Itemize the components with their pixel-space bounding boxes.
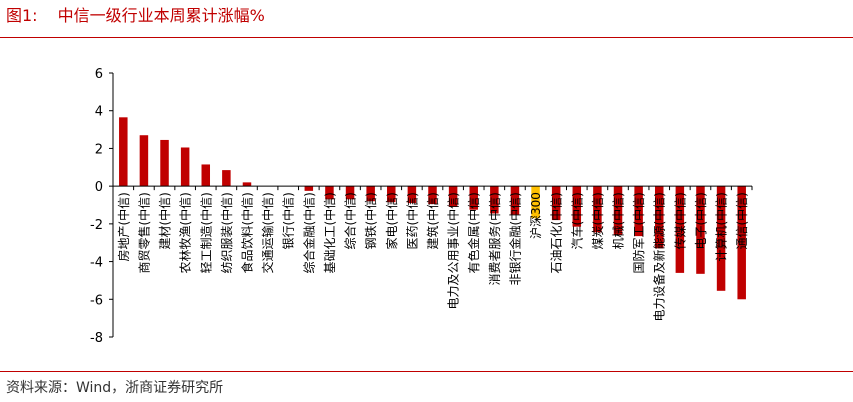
x-category-label: 综合(中信) [343,192,358,249]
bar [325,186,334,200]
x-category-label: 国防军工(中信) [631,192,646,273]
bar [345,186,355,200]
y-tick-label: -4 [90,256,103,271]
x-category-label: 家电(中信) [384,192,399,249]
x-category-label: 综合金融(中信) [301,192,316,273]
x-category-label: 银行(中信) [281,192,296,249]
x-category-label: 房地产(中信) [116,192,131,261]
bar [737,186,746,300]
title-divider [0,37,853,38]
x-category-label: 轻工制造(中信) [198,192,213,273]
x-category-label: 电子(中信) [693,192,708,249]
x-category-label: 基础化工(中信) [322,192,337,273]
y-tick-label: -6 [90,293,103,308]
bar [551,186,561,221]
x-category-label: 消费者服务(中信) [487,192,502,285]
y-tick-label: 0 [95,180,103,195]
x-category-label: 沪深300 [529,192,543,239]
bar [675,186,685,273]
x-category-label: 传媒(中信) [672,192,687,249]
x-category-label: 交通运输(中信) [260,192,275,273]
bar [716,186,726,291]
bar [201,164,211,187]
bar [634,186,643,237]
bar [366,186,375,202]
x-category-label: 电力设备及新能源(中信) [652,192,667,321]
x-category-label: 农林牧渔(中信) [178,192,193,273]
bar [160,139,169,187]
bar [696,186,705,274]
x-category-label: 建筑(中信) [425,192,440,249]
bar [242,182,252,187]
x-category-label: 有色金属(中信) [466,192,481,273]
bar [387,186,396,203]
x-category-label: 钢铁(中信) [363,192,378,249]
y-tick-label: 4 [95,105,103,120]
x-category-label: 非银行金融(中信) [507,192,522,285]
x-category-label: 纺织服装(中信) [219,192,234,273]
bar [593,186,602,233]
x-category-label: 商贸零售(中信) [136,192,151,273]
bar [469,186,478,210]
y-tick-label: 6 [95,67,103,82]
y-tick-label: -8 [90,331,103,346]
x-category-label: 电力及公用事业(中信) [446,192,461,309]
bar [490,186,499,214]
bar [531,186,540,219]
y-tick-label: -2 [90,218,103,233]
bar [119,117,128,187]
bar [510,186,520,215]
x-category-label: 食品饮料(中信) [239,192,254,273]
y-tick-label: 2 [95,142,103,157]
x-category-label: 机械(中信) [611,192,626,249]
bar [572,186,582,227]
x-category-label: 通信(中信) [734,192,749,249]
figure-title: 图1: 中信一级行业本周累计涨幅% [6,2,265,26]
bar [407,186,417,204]
bar [180,147,190,187]
x-category-label: 建材(中信) [157,192,172,249]
bar [304,186,314,191]
bar [613,186,623,236]
figure-title-text: 中信一级行业本周累计涨幅% [57,6,265,25]
x-category-label: 汽车(中信) [569,192,584,249]
bar [139,135,149,187]
figure-number: 图1: [6,6,38,25]
bar [428,186,437,205]
x-category-label: 医药(中信) [404,192,419,249]
x-category-label: 石油石化(中信) [549,192,564,273]
source-divider [0,371,853,372]
bar [448,186,458,207]
bar [222,170,231,187]
source-note: 资料来源：Wind，浙商证券研究所 [6,380,224,396]
bar [654,186,664,249]
x-category-label: 计算机(中信) [714,192,729,261]
x-category-label: 煤炭(中信) [590,192,605,249]
